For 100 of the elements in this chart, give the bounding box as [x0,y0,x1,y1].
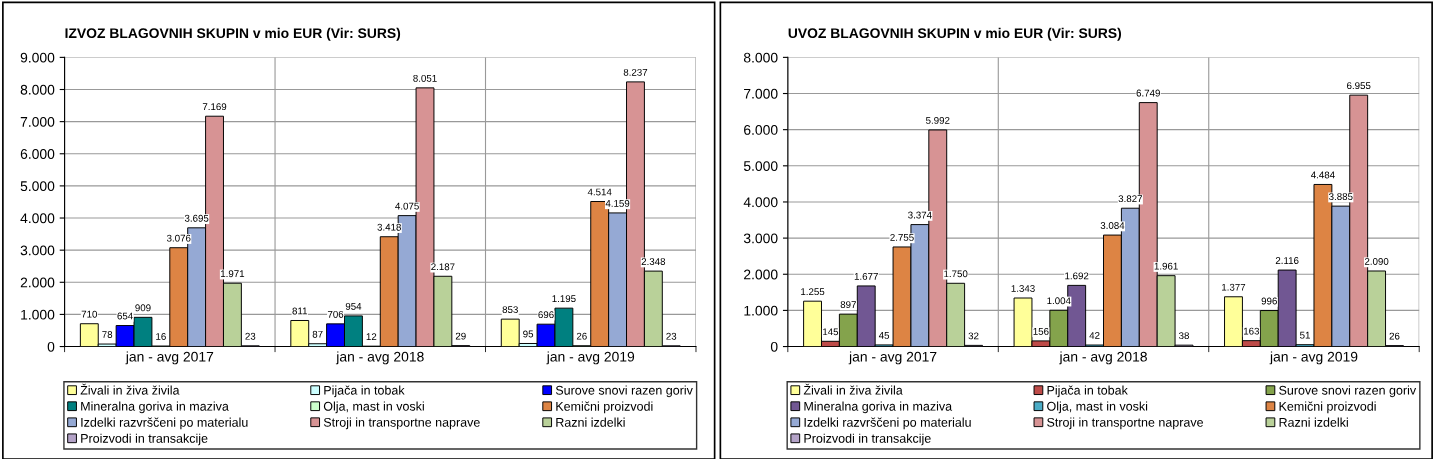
data-label: 6.749 [1136,89,1160,97]
y-tick-label: 2.000 [20,277,55,288]
data-label: 2.116 [1275,257,1299,264]
y-tick-label: 6.000 [744,125,778,135]
data-label: 710 [81,310,98,318]
y-tick-label: 3.000 [20,245,55,256]
data-label: 8.237 [623,68,648,76]
y-tick-label: 1.000 [744,305,778,316]
data-label: 2.755 [890,233,914,241]
data-label: 706 [327,310,344,318]
data-label: 145 [823,328,839,336]
data-label: 78 [102,331,113,338]
data-label: 1.750 [944,270,968,278]
data-label: 23 [666,332,677,340]
x-tick-label: jan - avg 2017 [125,351,214,365]
data-label: 163 [1244,327,1260,335]
data-label: 654 [117,312,133,320]
data-label: 8.051 [413,74,437,82]
data-label: 3.374 [908,211,932,219]
data-label: 6.955 [1347,82,1371,90]
y-tick-label: 0 [47,341,55,352]
y-tick-label: 9.000 [20,52,55,63]
chart-title: UVOZ BLAGOVNIH SKUPIN v mio EUR (Vir: SURS) [788,27,1122,41]
chart-title: IZVOZ BLAGOVNIH SKUPIN v mio EUR (Vir: SURS) [65,27,401,41]
data-label: 51 [1300,331,1310,339]
data-label: 4.514 [587,188,612,196]
x-tick-label: jan - avg 2018 [335,351,424,365]
legend-label: Surove snovi razen goriv [1279,385,1417,398]
x-tick-label: jan - avg 2019 [1269,351,1358,365]
legend-label: Izdelki razvrščeni po materialu [804,417,971,430]
y-tick-label: 3.000 [743,233,778,244]
data-label: 2.348 [641,258,666,266]
data-label: 1.971 [221,270,245,278]
legend-label: Olja, mast in voski [1047,401,1148,414]
legend-label: Kemični proizvodi [556,401,653,414]
data-label: 1.195 [552,295,576,303]
x-tick-label: jan - avg 2017 [848,351,937,365]
data-label: 32 [968,332,979,340]
y-tick-label: 2.000 [744,269,778,280]
legend-label: Proizvodi in transakcije [81,433,208,446]
legend-label: Živali in živa živila [80,383,180,395]
y-tick-label: 8.000 [743,52,778,63]
data-label: 26 [1389,332,1400,340]
data-label: 3.084 [1100,222,1125,229]
legend-label: Mineralna goriva in maziva [81,401,229,414]
data-label: 4.159 [605,199,630,207]
y-tick-label: 5.000 [743,161,778,171]
y-tick-label: 1.000 [21,309,55,320]
legend-label: Olja, mast in voski [323,401,424,414]
data-label: 2.187 [431,263,455,271]
y-tick-label: 4.000 [20,213,55,224]
data-label: 1.692 [1065,272,1089,280]
legend-label: Razni izdelki [556,417,625,427]
y-tick-label: 8.000 [20,84,55,95]
y-tick-label: 7.000 [744,88,778,99]
data-label: 156 [1033,327,1049,335]
data-label: 811 [292,307,308,315]
legend-label: Živali in živa živila [803,383,903,395]
legend-label: Surove snovi razen goriv [555,385,693,398]
y-tick-label: 6.000 [20,149,55,159]
data-label: 996 [1261,297,1277,305]
data-label: 1.004 [1047,297,1071,305]
data-label: 95 [523,330,534,338]
y-tick-label: 5.000 [20,181,55,192]
data-label: 12 [366,333,377,340]
data-label: 1.377 [1222,283,1246,291]
data-label: 1.343 [1011,285,1035,292]
x-tick-label: jan - avg 2019 [546,351,635,365]
y-tick-label: 4.000 [743,197,778,208]
data-label: 42 [1089,332,1100,339]
data-label: 4.075 [395,202,419,210]
data-label: 3.885 [1329,193,1353,201]
data-label: 7.169 [202,103,227,111]
data-label: 3.418 [377,223,401,231]
data-label: 26 [576,332,587,340]
legend-label: Razni izdelki [1279,417,1348,427]
data-label: 5.992 [926,116,950,124]
data-label: 2.090 [1364,258,1389,265]
legend-label: Stroji in transportne naprave [1047,417,1204,430]
legend-label: Izdelki razvrščeni po materialu [81,417,248,430]
data-label: 897 [840,301,856,309]
data-label: 3.827 [1118,195,1143,203]
legend-label: Proizvodi in transakcije [804,433,931,446]
data-label: 3.695 [184,214,209,222]
data-label: 23 [245,332,256,340]
data-label: 696 [538,311,554,319]
data-label: 3.076 [166,234,191,242]
data-label: 87 [312,330,323,338]
data-label: 909 [135,304,151,312]
data-label: 1.255 [801,288,825,296]
data-label: 954 [345,302,362,310]
data-label: 1.961 [1154,262,1178,270]
data-label: 45 [878,332,890,339]
legend-label: Kemični proizvodi [1279,401,1376,414]
legend-label: Pijača in tobak [324,385,405,398]
legend-label: Pijača in tobak [1047,385,1128,398]
data-label: 4.484 [1310,171,1335,179]
data-label: 29 [455,332,466,340]
data-label: 853 [502,306,518,314]
data-label: 1.677 [854,272,878,280]
